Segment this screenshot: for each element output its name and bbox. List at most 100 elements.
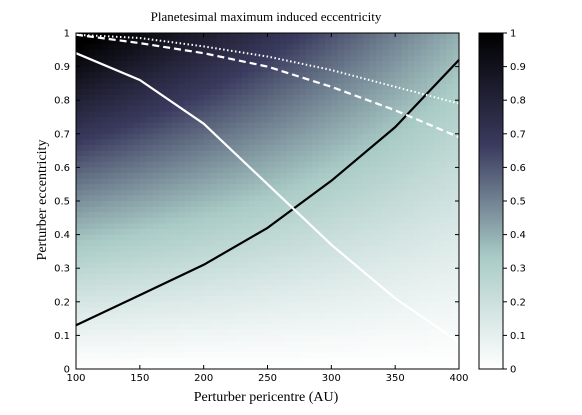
- heatmap-cell: [312, 178, 320, 185]
- heatmap-cell: [107, 307, 115, 314]
- heatmap-cell: [446, 223, 454, 230]
- heatmap-cell: [388, 49, 396, 56]
- heatmap-cell: [120, 173, 128, 180]
- heatmap-cell: [76, 329, 83, 336]
- heatmap-cell: [280, 273, 288, 280]
- heatmap-cell: [120, 329, 128, 336]
- heatmap-cell: [216, 229, 224, 236]
- heatmap-cell: [235, 234, 243, 241]
- heatmap-cell: [120, 89, 128, 96]
- heatmap-cell: [293, 206, 301, 213]
- heatmap-cell: [190, 173, 198, 180]
- heatmap-cell: [363, 44, 371, 51]
- heatmap-cell: [382, 223, 390, 230]
- heatmap-cell: [350, 133, 358, 140]
- heatmap-cell: [376, 55, 383, 62]
- heatmap-cell: [127, 66, 135, 73]
- heatmap-cell: [184, 189, 192, 196]
- heatmap-cell: [184, 279, 192, 286]
- heatmap-cell: [324, 139, 332, 146]
- heatmap-cell: [95, 273, 103, 280]
- heatmap-cell: [107, 111, 115, 118]
- heatmap-cell: [241, 273, 249, 280]
- heatmap-cell: [446, 357, 454, 364]
- heatmap-cell: [407, 212, 415, 219]
- heatmap-cell: [101, 145, 109, 152]
- heatmap-cell: [427, 94, 435, 101]
- heatmap-cell: [305, 335, 313, 342]
- heatmap-cell: [107, 150, 115, 157]
- heatmap-cell: [254, 217, 262, 224]
- heatmap-cell: [171, 268, 179, 275]
- heatmap-cell: [382, 251, 390, 258]
- heatmap-cell: [241, 251, 249, 258]
- heatmap-cell: [235, 341, 243, 348]
- heatmap-cell: [427, 156, 435, 163]
- heatmap-cell: [395, 273, 403, 280]
- heatmap-cell: [261, 111, 269, 118]
- heatmap-cell: [216, 38, 224, 45]
- heatmap-cell: [165, 268, 173, 275]
- heatmap-cell: [388, 61, 396, 68]
- heatmap-cell: [312, 223, 320, 230]
- heatmap-cell: [388, 44, 396, 51]
- heatmap-cell: [433, 122, 441, 129]
- heatmap-cell: [337, 89, 345, 96]
- heatmap-cell: [229, 122, 237, 129]
- heatmap-cell: [210, 61, 218, 68]
- heatmap-cell: [331, 33, 339, 40]
- heatmap-cell: [152, 150, 160, 157]
- heatmap-cell: [420, 251, 428, 258]
- heatmap-cell: [318, 268, 326, 275]
- heatmap-cell: [229, 329, 237, 336]
- heatmap-cell: [190, 66, 198, 73]
- heatmap-cell: [139, 318, 147, 325]
- heatmap-cell: [261, 357, 269, 364]
- heatmap-cell: [254, 324, 262, 331]
- heatmap-cell: [178, 195, 186, 202]
- heatmap-cell: [369, 100, 377, 107]
- heatmap-cell: [273, 156, 281, 163]
- heatmap-cell: [407, 195, 415, 202]
- heatmap-cell: [452, 307, 460, 314]
- heatmap-cell: [395, 201, 403, 208]
- heatmap-cell: [197, 161, 205, 168]
- heatmap-cell: [293, 122, 301, 129]
- heatmap-cell: [101, 217, 109, 224]
- heatmap-cell: [95, 217, 103, 224]
- heatmap-cell: [101, 329, 109, 336]
- heatmap-cell: [388, 161, 396, 168]
- heatmap-cell: [241, 229, 249, 236]
- heatmap-cell: [344, 217, 352, 224]
- heatmap-cell: [88, 72, 96, 79]
- heatmap-cell: [82, 279, 90, 286]
- heatmap-cell: [197, 150, 205, 157]
- heatmap-cell: [433, 72, 441, 79]
- heatmap-cell: [452, 167, 460, 174]
- heatmap-cell: [190, 357, 198, 364]
- heatmap-cell: [356, 33, 364, 40]
- heatmap-cell: [76, 55, 83, 62]
- heatmap-cell: [369, 189, 377, 196]
- heatmap-cell: [331, 117, 339, 124]
- heatmap-cell: [324, 49, 332, 56]
- heatmap-cell: [261, 150, 269, 157]
- heatmap-cell: [376, 66, 383, 73]
- heatmap-cell: [395, 55, 403, 62]
- heatmap-cell: [369, 346, 377, 353]
- heatmap-cell: [107, 184, 115, 191]
- heatmap-cell: [356, 346, 364, 353]
- heatmap-cell: [216, 201, 224, 208]
- heatmap-cell: [152, 44, 160, 51]
- heatmap-cell: [388, 324, 396, 331]
- heatmap-cell: [401, 329, 409, 336]
- heatmap-cell: [376, 77, 383, 84]
- heatmap-cell: [146, 329, 154, 336]
- heatmap-cell: [261, 139, 269, 146]
- heatmap-cell: [120, 189, 128, 196]
- heatmap-cell: [452, 313, 460, 320]
- heatmap-cell: [293, 150, 301, 157]
- heatmap-cell: [273, 77, 281, 84]
- heatmap-cell: [337, 167, 345, 174]
- heatmap-cell: [152, 195, 160, 202]
